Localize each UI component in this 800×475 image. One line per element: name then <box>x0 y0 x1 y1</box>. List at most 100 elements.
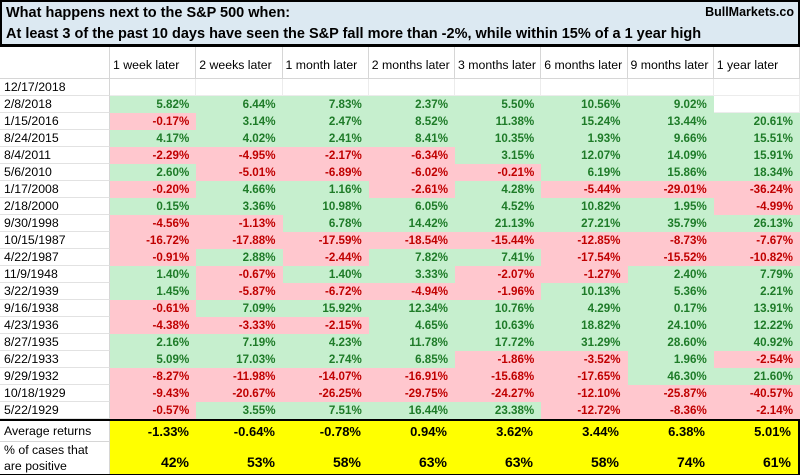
return-cell[interactable]: -29.01% <box>627 181 714 198</box>
return-cell[interactable]: 13.91% <box>713 300 800 317</box>
return-cell[interactable]: -20.67% <box>196 385 283 402</box>
return-cell[interactable]: 3.55% <box>196 402 283 419</box>
return-cell[interactable]: 0.15% <box>110 198 197 215</box>
date-cell[interactable]: 4/23/1936 <box>0 317 110 334</box>
return-cell[interactable]: -4.38% <box>110 317 197 334</box>
return-cell[interactable]: -15.52% <box>627 249 714 266</box>
return-cell[interactable]: -11.98% <box>196 368 283 385</box>
return-cell[interactable]: -2.17% <box>282 147 369 164</box>
return-cell[interactable]: 15.24% <box>541 113 628 130</box>
date-cell[interactable]: 8/4/2011 <box>0 147 110 164</box>
return-cell[interactable]: -3.52% <box>541 351 628 368</box>
return-cell[interactable]: 10.98% <box>282 198 369 215</box>
return-cell[interactable]: 6.44% <box>196 96 283 113</box>
return-cell[interactable]: 16.44% <box>368 402 455 419</box>
return-cell[interactable]: -12.10% <box>541 385 628 402</box>
return-cell[interactable]: -7.67% <box>713 232 800 249</box>
return-cell[interactable]: 28.60% <box>627 334 714 351</box>
return-cell[interactable]: -15.44% <box>455 232 542 249</box>
return-cell[interactable]: -0.57% <box>110 402 197 419</box>
return-cell[interactable]: 18.82% <box>541 317 628 334</box>
return-cell[interactable]: 2.47% <box>282 113 369 130</box>
date-cell[interactable]: 10/18/1929 <box>0 385 110 402</box>
return-cell[interactable]: -24.27% <box>455 385 542 402</box>
return-cell[interactable]: 21.13% <box>455 215 542 232</box>
column-header[interactable]: 1 month later <box>282 47 369 79</box>
return-cell[interactable]: 10.56% <box>541 96 628 113</box>
return-cell[interactable]: 14.42% <box>368 215 455 232</box>
return-cell[interactable]: -8.36% <box>627 402 714 419</box>
return-cell[interactable]: 20.61% <box>713 113 800 130</box>
date-cell[interactable]: 9/16/1938 <box>0 300 110 317</box>
average-return-cell[interactable]: 3.44% <box>540 421 626 442</box>
return-cell[interactable]: -5.01% <box>196 164 283 181</box>
column-header[interactable]: 9 months later <box>627 47 714 79</box>
return-cell[interactable]: 1.16% <box>282 181 369 198</box>
percent-positive-cell[interactable]: 63% <box>368 442 454 474</box>
return-cell[interactable]: -8.73% <box>627 232 714 249</box>
return-cell[interactable]: -17.59% <box>282 232 369 249</box>
date-cell[interactable]: 8/24/2015 <box>0 130 110 147</box>
return-cell[interactable] <box>368 79 455 96</box>
return-cell[interactable]: 2.40% <box>627 266 714 283</box>
return-cell[interactable]: 2.60% <box>110 164 197 181</box>
return-cell[interactable]: -12.72% <box>541 402 628 419</box>
return-cell[interactable]: 7.83% <box>282 96 369 113</box>
return-cell[interactable]: 1.40% <box>282 266 369 283</box>
return-cell[interactable]: -17.54% <box>541 249 628 266</box>
return-cell[interactable]: 6.05% <box>368 198 455 215</box>
return-cell[interactable]: 6.85% <box>368 351 455 368</box>
return-cell[interactable]: 3.33% <box>368 266 455 283</box>
return-cell[interactable]: 40.92% <box>713 334 800 351</box>
percent-positive-label[interactable]: % of cases that are positive <box>0 442 110 474</box>
date-cell[interactable]: 2/8/2018 <box>0 96 110 113</box>
date-cell[interactable]: 5/6/2010 <box>0 164 110 181</box>
return-cell[interactable]: -0.20% <box>110 181 197 198</box>
return-cell[interactable]: 8.52% <box>368 113 455 130</box>
percent-positive-cell[interactable]: 53% <box>196 442 282 474</box>
return-cell[interactable]: -2.14% <box>713 402 800 419</box>
return-cell[interactable]: 18.34% <box>713 164 800 181</box>
return-cell[interactable]: 7.82% <box>368 249 455 266</box>
return-cell[interactable]: 6.78% <box>282 215 369 232</box>
return-cell[interactable] <box>196 79 283 96</box>
return-cell[interactable]: 2.37% <box>368 96 455 113</box>
return-cell[interactable]: -4.95% <box>196 147 283 164</box>
return-cell[interactable] <box>541 79 628 96</box>
return-cell[interactable]: -1.13% <box>196 215 283 232</box>
return-cell[interactable]: 17.72% <box>455 334 542 351</box>
return-cell[interactable]: 4.23% <box>282 334 369 351</box>
return-cell[interactable]: 10.82% <box>541 198 628 215</box>
return-cell[interactable]: -29.75% <box>368 385 455 402</box>
return-cell[interactable]: 10.13% <box>541 283 628 300</box>
return-cell[interactable]: -16.72% <box>110 232 197 249</box>
date-cell[interactable]: 9/29/1932 <box>0 368 110 385</box>
return-cell[interactable]: 46.30% <box>627 368 714 385</box>
percent-positive-cell[interactable]: 58% <box>282 442 368 474</box>
average-return-cell[interactable]: -0.64% <box>196 421 282 442</box>
return-cell[interactable]: -14.07% <box>282 368 369 385</box>
return-cell[interactable]: 7.19% <box>196 334 283 351</box>
return-cell[interactable]: 1.40% <box>110 266 197 283</box>
average-return-cell[interactable]: 5.01% <box>712 421 798 442</box>
return-cell[interactable]: -12.85% <box>541 232 628 249</box>
return-cell[interactable]: 15.91% <box>713 147 800 164</box>
average-return-cell[interactable]: -1.33% <box>110 421 196 442</box>
percent-positive-cell[interactable]: 42% <box>110 442 196 474</box>
return-cell[interactable]: -26.25% <box>282 385 369 402</box>
return-cell[interactable]: 9.66% <box>627 130 714 147</box>
return-cell[interactable]: 15.86% <box>627 164 714 181</box>
return-cell[interactable]: -6.89% <box>282 164 369 181</box>
return-cell[interactable]: 23.38% <box>455 402 542 419</box>
return-cell[interactable]: 27.21% <box>541 215 628 232</box>
date-cell[interactable]: 10/15/1987 <box>0 232 110 249</box>
column-header[interactable]: 2 months later <box>368 47 455 79</box>
return-cell[interactable]: 4.02% <box>196 130 283 147</box>
column-header[interactable]: 6 months later <box>541 47 628 79</box>
return-cell[interactable]: 4.52% <box>455 198 542 215</box>
return-cell[interactable]: 15.92% <box>282 300 369 317</box>
return-cell[interactable]: 10.35% <box>455 130 542 147</box>
date-cell[interactable]: 1/17/2008 <box>0 181 110 198</box>
return-cell[interactable]: 1.93% <box>541 130 628 147</box>
return-cell[interactable]: -10.82% <box>713 249 800 266</box>
